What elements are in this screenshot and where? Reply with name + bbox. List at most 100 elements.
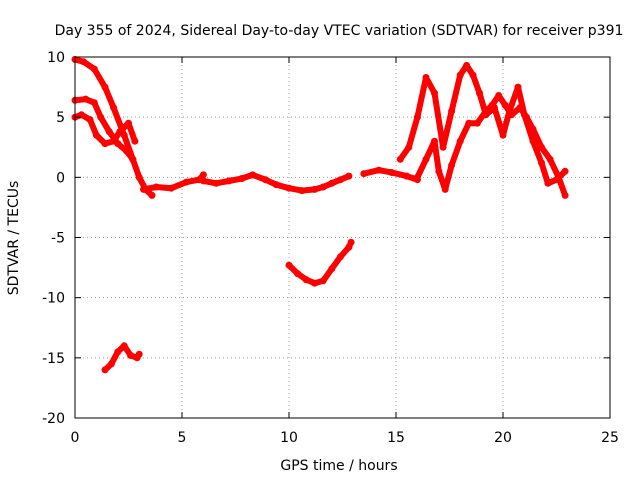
data-point [107, 360, 115, 368]
series-track-i [397, 62, 569, 187]
x-tick-label: 15 [387, 430, 405, 446]
tick-labels: 0 5 10 15 20 25 -20 -15 -10 -5 0 5 10 [42, 50, 619, 446]
data-point [298, 187, 306, 195]
data-point [439, 143, 447, 151]
data-point [82, 95, 90, 103]
data-point [396, 155, 404, 163]
data-point [405, 143, 413, 151]
data-point [285, 184, 293, 192]
data-point [212, 179, 220, 187]
data-point [114, 348, 122, 356]
data-point [90, 99, 98, 107]
data-point [319, 277, 327, 285]
data-point [125, 119, 132, 127]
data-point [90, 65, 98, 73]
y-tick-label: -5 [51, 231, 65, 247]
data-point [302, 276, 310, 284]
data-point [523, 113, 530, 121]
data-point [544, 179, 552, 187]
data-point [122, 147, 130, 155]
y-tick-label: -10 [42, 291, 65, 307]
data-point [469, 71, 477, 79]
data-point [431, 137, 438, 145]
data-point [538, 143, 545, 151]
data-point [101, 83, 109, 91]
data-point [546, 155, 554, 163]
data-point [101, 366, 109, 374]
data-point [336, 253, 344, 261]
data-point [80, 58, 88, 66]
data-point [131, 137, 139, 145]
chart-title: Day 355 of 2024, Sidereal Day-to-day VTE… [55, 23, 624, 39]
data-point [152, 183, 160, 191]
data-point [375, 166, 383, 174]
data-point [435, 167, 443, 175]
data-point [116, 128, 124, 136]
data-point [182, 178, 190, 186]
data-point [448, 161, 456, 169]
data-point [120, 342, 128, 350]
axis-ticks [74, 56, 611, 419]
gridlines [75, 57, 610, 418]
data-point [482, 107, 490, 115]
data-point [328, 179, 336, 187]
data-point [127, 351, 135, 359]
x-tick-label: 10 [280, 430, 298, 446]
data-point [135, 173, 143, 181]
data-point [463, 61, 471, 69]
data-point [238, 175, 246, 182]
data-point [135, 350, 143, 358]
data-point [495, 92, 503, 99]
data-point [476, 89, 483, 97]
data-point [249, 171, 257, 179]
data-point [360, 170, 368, 178]
data-point [403, 172, 411, 180]
data-point [110, 137, 117, 145]
data-point [456, 137, 464, 145]
data-point [508, 111, 516, 119]
data-point [499, 131, 507, 139]
y-tick-label: -15 [42, 351, 65, 367]
data-point [129, 155, 137, 163]
data-point [555, 173, 563, 181]
data-point [199, 177, 207, 185]
data-point [422, 155, 430, 163]
data-point [561, 167, 569, 175]
data-point [456, 71, 464, 79]
data-point [294, 270, 302, 278]
data-point [516, 104, 524, 111]
data-point [431, 89, 438, 97]
data-point [529, 125, 537, 133]
data-point [105, 128, 113, 136]
data-point [319, 183, 327, 191]
data-point [77, 111, 85, 119]
data-point [336, 176, 344, 184]
data-point [92, 131, 100, 139]
x-axis-label: GPS time / hours [280, 458, 397, 474]
data-point [101, 140, 109, 148]
data-point [465, 119, 473, 127]
data-point [272, 181, 280, 189]
x-tick-label: 20 [494, 430, 512, 446]
data-point [422, 74, 430, 81]
data-point [413, 173, 421, 181]
data-point [345, 172, 353, 180]
data-point [86, 116, 94, 124]
data-point [97, 113, 105, 121]
data-point [488, 101, 496, 109]
x-tick-label: 25 [601, 430, 619, 446]
y-tick-label: 0 [56, 170, 65, 186]
x-tick-label: 0 [71, 430, 80, 446]
data-point [514, 83, 522, 91]
y-axis-label: SDTVAR / TECUs [6, 181, 22, 296]
data-point [167, 184, 175, 192]
data-point [140, 185, 147, 193]
series-layer [71, 55, 569, 374]
data-point [311, 185, 319, 193]
data-point [225, 177, 233, 185]
data-point [441, 185, 449, 193]
data-point [262, 176, 269, 184]
data-point [448, 107, 456, 115]
data-point [311, 279, 319, 287]
